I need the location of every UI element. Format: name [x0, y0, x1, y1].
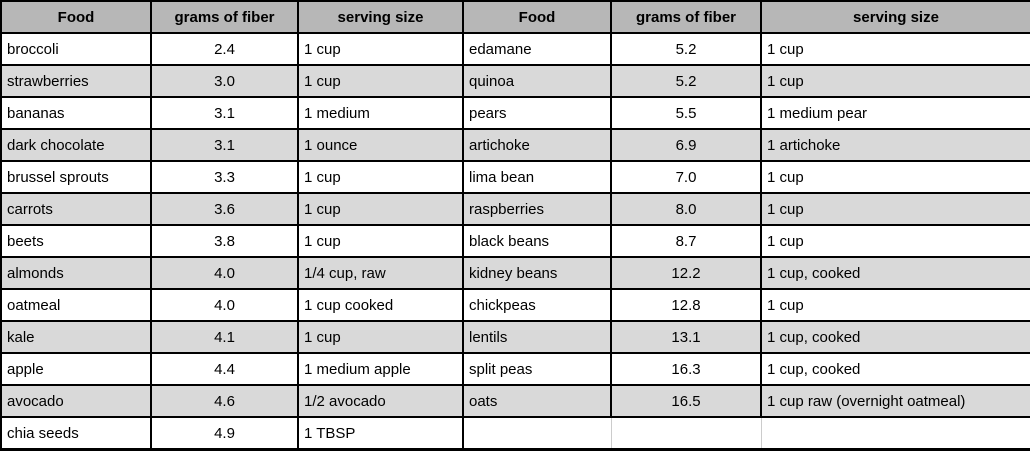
header-food-left: Food [0, 0, 152, 34]
fiber-cell: 3.6 [150, 192, 299, 226]
table-row: brussel sprouts 3.3 1 cup lima bean 7.0 … [0, 160, 1030, 194]
serving-cell: 1 artichoke [760, 128, 1030, 162]
food-cell: quinoa [462, 64, 612, 98]
fiber-cell: 8.7 [610, 224, 762, 258]
fiber-cell: 4.0 [150, 256, 299, 290]
header-fiber-right: grams of fiber [610, 0, 762, 34]
fiber-cell: 7.0 [610, 160, 762, 194]
header-fiber-left: grams of fiber [150, 0, 299, 34]
fiber-cell: 3.8 [150, 224, 299, 258]
serving-cell: 1 cup cooked [297, 288, 464, 322]
fiber-cell: 4.4 [150, 352, 299, 386]
serving-cell: 1 cup [760, 288, 1030, 322]
fiber-cell: 4.9 [150, 416, 299, 451]
empty-cell [610, 416, 762, 451]
table-row: oatmeal 4.0 1 cup cooked chickpeas 12.8 … [0, 288, 1030, 322]
fiber-cell: 3.1 [150, 128, 299, 162]
fiber-cell: 8.0 [610, 192, 762, 226]
fiber-cell: 16.5 [610, 384, 762, 418]
food-cell: chickpeas [462, 288, 612, 322]
serving-cell: 1 cup [297, 64, 464, 98]
food-cell: chia seeds [0, 416, 152, 451]
table-row: broccoli 2.4 1 cup edamane 5.2 1 cup [0, 32, 1030, 66]
serving-cell: 1 cup raw (overnight oatmeal) [760, 384, 1030, 418]
serving-cell: 1 medium apple [297, 352, 464, 386]
food-cell: almonds [0, 256, 152, 290]
serving-cell: 1 cup [297, 32, 464, 66]
header-serving-right: serving size [760, 0, 1030, 34]
serving-cell: 1 cup [760, 192, 1030, 226]
serving-cell: 1 cup [297, 224, 464, 258]
header-serving-left: serving size [297, 0, 464, 34]
table-row: beets 3.8 1 cup black beans 8.7 1 cup [0, 224, 1030, 258]
fiber-cell: 13.1 [610, 320, 762, 354]
serving-cell: 1 cup [297, 320, 464, 354]
food-cell: beets [0, 224, 152, 258]
serving-cell: 1 cup [760, 160, 1030, 194]
food-cell: apple [0, 352, 152, 386]
table-row: apple 4.4 1 medium apple split peas 16.3… [0, 352, 1030, 386]
food-cell: split peas [462, 352, 612, 386]
fiber-cell: 5.2 [610, 64, 762, 98]
food-cell: avocado [0, 384, 152, 418]
header-row: Food grams of fiber serving size Food gr… [0, 0, 1030, 34]
food-cell: carrots [0, 192, 152, 226]
serving-cell: 1 medium [297, 96, 464, 130]
food-cell: oats [462, 384, 612, 418]
food-cell: bananas [0, 96, 152, 130]
serving-cell: 1 cup [760, 64, 1030, 98]
fiber-cell: 12.8 [610, 288, 762, 322]
serving-cell: 1/2 avocado [297, 384, 464, 418]
table-row: carrots 3.6 1 cup raspberries 8.0 1 cup [0, 192, 1030, 226]
serving-cell: 1 cup [297, 160, 464, 194]
food-cell: lima bean [462, 160, 612, 194]
food-cell: dark chocolate [0, 128, 152, 162]
fiber-cell: 16.3 [610, 352, 762, 386]
table-row: dark chocolate 3.1 1 ounce artichoke 6.9… [0, 128, 1030, 162]
food-cell: kale [0, 320, 152, 354]
fiber-cell: 12.2 [610, 256, 762, 290]
serving-cell: 1 ounce [297, 128, 464, 162]
fiber-cell: 5.5 [610, 96, 762, 130]
food-cell: kidney beans [462, 256, 612, 290]
serving-cell: 1 medium pear [760, 96, 1030, 130]
serving-cell: 1 cup, cooked [760, 256, 1030, 290]
food-cell: black beans [462, 224, 612, 258]
table-row: kale 4.1 1 cup lentils 13.1 1 cup, cooke… [0, 320, 1030, 354]
fiber-cell: 3.1 [150, 96, 299, 130]
food-cell: lentils [462, 320, 612, 354]
table-row: almonds 4.0 1/4 cup, raw kidney beans 12… [0, 256, 1030, 290]
food-cell: edamane [462, 32, 612, 66]
fiber-cell: 3.3 [150, 160, 299, 194]
food-cell: pears [462, 96, 612, 130]
empty-cell [760, 416, 1030, 451]
serving-cell: 1 cup [297, 192, 464, 226]
food-cell: artichoke [462, 128, 612, 162]
serving-cell: 1 cup, cooked [760, 352, 1030, 386]
serving-cell: 1 cup [760, 32, 1030, 66]
serving-cell: 1 TBSP [297, 416, 464, 451]
table-row: bananas 3.1 1 medium pears 5.5 1 medium … [0, 96, 1030, 130]
food-cell: raspberries [462, 192, 612, 226]
serving-cell: 1/4 cup, raw [297, 256, 464, 290]
fiber-cell: 5.2 [610, 32, 762, 66]
food-cell: oatmeal [0, 288, 152, 322]
food-cell: broccoli [0, 32, 152, 66]
food-cell: strawberries [0, 64, 152, 98]
fiber-cell: 2.4 [150, 32, 299, 66]
fiber-cell: 3.0 [150, 64, 299, 98]
food-cell: brussel sprouts [0, 160, 152, 194]
serving-cell: 1 cup [760, 224, 1030, 258]
fiber-cell: 6.9 [610, 128, 762, 162]
table-row: avocado 4.6 1/2 avocado oats 16.5 1 cup … [0, 384, 1030, 418]
table-row: chia seeds 4.9 1 TBSP [0, 416, 1030, 451]
fiber-cell: 4.0 [150, 288, 299, 322]
table-row: strawberries 3.0 1 cup quinoa 5.2 1 cup [0, 64, 1030, 98]
header-food-right: Food [462, 0, 612, 34]
empty-cell [462, 416, 612, 451]
fiber-cell: 4.1 [150, 320, 299, 354]
serving-cell: 1 cup, cooked [760, 320, 1030, 354]
fiber-cell: 4.6 [150, 384, 299, 418]
